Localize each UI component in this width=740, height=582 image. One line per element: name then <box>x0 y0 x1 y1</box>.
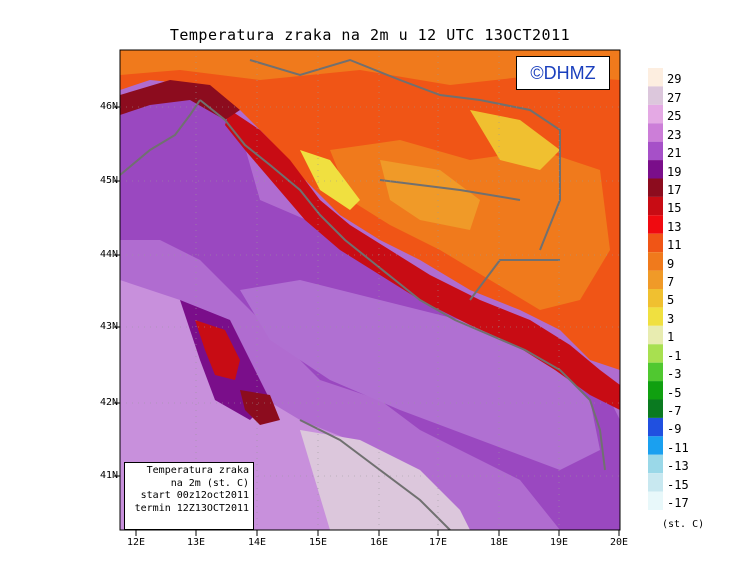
colorbar-swatch <box>648 436 663 455</box>
lon-tick-label: 20E <box>609 537 629 548</box>
border-lines <box>249 58 561 301</box>
colorbar-label: 15 <box>667 201 682 216</box>
lon-tick-label: 13E <box>186 537 206 548</box>
colorbar-label: 29 <box>667 72 682 87</box>
colorbar-label: 5 <box>667 293 675 308</box>
colorbar-swatch <box>648 104 663 124</box>
colorbar-swatch <box>648 252 663 271</box>
map-frame <box>119 49 621 531</box>
colorbar-label: 11 <box>667 238 682 253</box>
colorbar-swatch <box>648 325 663 345</box>
colorbar-label: -1 <box>667 348 682 363</box>
colorbar-label: 27 <box>667 90 682 105</box>
colorbar-swatch <box>648 123 663 142</box>
colorbar-swatch <box>648 381 663 400</box>
colorbar-swatch <box>648 454 663 474</box>
colorbar <box>648 68 663 510</box>
adriatic-east-coast <box>199 99 606 471</box>
colorbar-label: -13 <box>667 459 689 474</box>
colorbar-label: -11 <box>667 440 689 455</box>
land-yellow-region <box>300 150 360 210</box>
colorbar-label: 23 <box>667 127 682 142</box>
colorbar-label: 13 <box>667 219 682 234</box>
colorbar-label: 1 <box>667 330 675 345</box>
italy-hot-patch <box>195 320 240 380</box>
lon-tick-label: 12E <box>126 537 146 548</box>
grid-lines <box>120 50 620 530</box>
colorbar-swatch <box>648 289 663 308</box>
colorbar-swatch <box>648 362 663 382</box>
colorbar-label: 19 <box>667 164 682 179</box>
colorbar-label: -3 <box>667 367 682 382</box>
italy-lighter-region <box>300 430 470 530</box>
colorbar-swatch <box>648 270 663 289</box>
colorbar-swatch <box>648 160 663 179</box>
colorbar-swatch <box>648 473 663 492</box>
colorbar-swatch <box>648 68 663 87</box>
info-line-4: termin 12Z13OCT2011 <box>134 502 249 514</box>
lat-tick-label: 44N <box>99 249 118 260</box>
coast-red-band <box>225 110 620 410</box>
colorbar-swatch <box>648 307 663 326</box>
colorbar-swatch <box>648 491 663 510</box>
colorbar-label: 3 <box>667 311 675 326</box>
colorbar-label: -17 <box>667 496 689 510</box>
colorbar-swatch <box>648 344 663 363</box>
lon-tick-label: 15E <box>308 537 328 548</box>
lat-tick-label: 45N <box>99 175 118 186</box>
coast-darkred-band <box>120 80 240 120</box>
lon-tick-label: 16E <box>369 537 389 548</box>
dhmz-logo: ©DHMZ <box>516 56 610 90</box>
colorbar-label: 17 <box>667 182 682 197</box>
colorbar-swatch <box>648 86 663 105</box>
colorbar-label: -5 <box>667 385 682 400</box>
colorbar-swatch <box>648 399 663 418</box>
colorbar-swatch <box>648 215 663 234</box>
colorbar-label: -15 <box>667 477 689 492</box>
colorbar-label: 25 <box>667 109 682 124</box>
lat-tick-label: 46N <box>99 101 118 112</box>
info-box: Temperatura zraka na 2m (st. C) start 00… <box>124 462 254 530</box>
italy-south-coast <box>299 419 451 530</box>
tick-marks <box>114 106 620 536</box>
lat-tick-label: 42N <box>99 397 118 408</box>
lat-tick-label: 43N <box>99 321 118 332</box>
colorbar-label: 9 <box>667 256 675 271</box>
map-title: Temperatura zraka na 2m u 12 UTC 13OCT20… <box>169 26 571 44</box>
colorbar-swatch <box>648 417 663 437</box>
colorbar-unit: (st. C) <box>662 519 705 530</box>
lon-tick-label: 17E <box>428 537 448 548</box>
land-gold-region-2 <box>470 110 560 170</box>
lon-tick-label: 19E <box>549 537 569 548</box>
sea-mid-region <box>240 280 600 470</box>
colorbar-swatch <box>648 141 663 161</box>
colorbar-label: 7 <box>667 275 675 289</box>
lon-tick-label: 18E <box>489 537 509 548</box>
colorbar-label: -7 <box>667 403 682 418</box>
info-line-2: na 2m (st. C) <box>170 477 249 489</box>
colorbar-swatch <box>648 178 663 197</box>
colorbar-label: 21 <box>667 146 682 161</box>
italy-hot-patch-2 <box>240 390 280 425</box>
info-line-1: Temperatura zraka <box>146 465 249 476</box>
lon-tick-label: 14E <box>247 537 267 548</box>
italy-coast <box>120 99 201 176</box>
colorbar-label: -9 <box>667 422 682 437</box>
land-gold-region <box>380 160 480 230</box>
colorbar-swatch <box>648 233 663 253</box>
info-line-3: start 00z12oct2011 <box>140 490 249 501</box>
lat-tick-label: 41N <box>99 470 118 481</box>
colorbar-swatch <box>648 196 663 216</box>
